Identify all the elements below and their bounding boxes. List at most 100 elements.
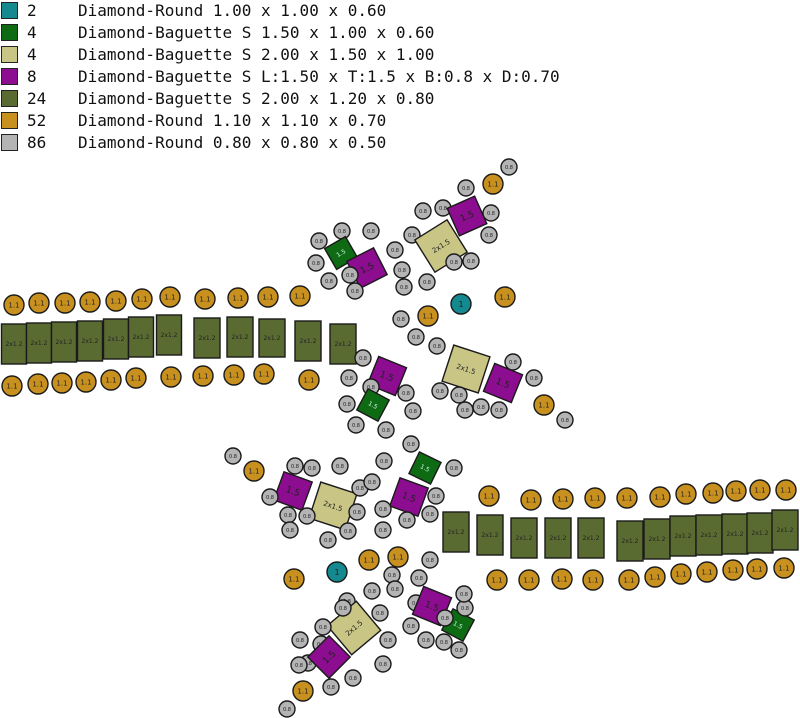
round-stone-0-8: 0.8: [354, 349, 372, 367]
round-stone-0-8: 0.8: [261, 488, 279, 506]
svg-text:1.1: 1.1: [707, 489, 718, 497]
round-stone-1-1: 1.1: [28, 292, 50, 314]
round-stone-1-1: 1.1: [482, 173, 504, 195]
svg-text:1.1: 1.1: [621, 494, 632, 502]
svg-text:0.8: 0.8: [325, 279, 333, 285]
legend-swatch: [1, 68, 18, 85]
round-stone-0-8: 0.8: [457, 179, 475, 197]
round-stone-0-8: 0.8: [421, 551, 439, 569]
round-stone-1-1: 1.1: [618, 569, 640, 591]
svg-text:0.8: 0.8: [388, 573, 396, 579]
svg-text:0.8: 0.8: [441, 616, 449, 622]
round-stone-0-8: 0.8: [362, 222, 380, 240]
round-stone-0-8: 0.8: [303, 459, 321, 477]
svg-text:2x1.2: 2x1.2: [6, 341, 23, 348]
svg-text:0.8: 0.8: [408, 233, 416, 239]
round-stone-1-1: 1.1: [486, 569, 508, 591]
baguette-2x1-2: 2x1.2: [226, 316, 254, 358]
svg-text:1.1: 1.1: [197, 372, 208, 380]
svg-text:0.8: 0.8: [467, 259, 475, 265]
legend-swatch: [1, 112, 18, 129]
svg-text:0.8: 0.8: [419, 209, 427, 215]
svg-text:1.1: 1.1: [59, 299, 70, 307]
baguette-2x1-2: 2x1.2: [577, 517, 605, 559]
svg-text:1.1: 1.1: [56, 379, 67, 387]
svg-text:2x1.2: 2x1.2: [56, 339, 73, 346]
round-stone-1-1: 1.1: [746, 558, 768, 580]
svg-text:1.1: 1.1: [33, 299, 44, 307]
svg-text:0.8: 0.8: [455, 393, 463, 399]
svg-text:0.8: 0.8: [415, 576, 423, 582]
svg-text:1.1: 1.1: [130, 374, 141, 382]
baguette-2x1-2: 2x1.2: [771, 509, 799, 551]
svg-text:2x1.2: 2x1.2: [264, 335, 281, 342]
baguette-2x1-2: 2x1.2: [616, 520, 644, 562]
baguette-2x1-2: 2x1.2: [0, 323, 28, 365]
legend-swatch: [1, 24, 18, 41]
round-stone-0-8: 0.8: [363, 473, 381, 491]
legend-row: 4 Diamond-Baguette S 2.00 x 1.50 x 1.00: [0, 45, 434, 67]
legend-description: Diamond-Baguette S L:1.50 x T:1.5 x B:0.…: [78, 67, 560, 86]
round-stone-1-1: 1.1: [533, 394, 555, 416]
svg-text:0.8: 0.8: [423, 280, 431, 286]
round-stone-0-8: 0.8: [525, 369, 543, 387]
svg-text:0.8: 0.8: [432, 494, 440, 500]
round-stone-0-8: 0.8: [436, 609, 454, 627]
svg-text:1.1: 1.1: [654, 493, 665, 501]
round-stone-0-8: 0.8: [402, 617, 420, 635]
svg-text:1.1: 1.1: [649, 573, 660, 581]
baguette-2x1-2: 2x1.2: [193, 317, 221, 359]
round-stone-1-1: 1.1: [775, 479, 797, 501]
round-stone-0-8: 0.8: [445, 253, 463, 271]
legend-row: 2 Diamond-Round 1.00 x 1.00 x 0.60: [0, 1, 386, 23]
svg-text:0.8: 0.8: [426, 512, 434, 518]
svg-text:1.1: 1.1: [228, 371, 239, 379]
svg-text:0.8: 0.8: [353, 510, 361, 516]
svg-text:1.1: 1.1: [258, 370, 269, 378]
round-stone-0-8: 0.8: [450, 641, 468, 659]
baguette-2x1-2: 2x1.2: [155, 314, 183, 356]
svg-text:0.8: 0.8: [495, 408, 503, 414]
round-stone-0-8: 0.8: [319, 531, 337, 549]
baguette-2x1-2: 2x1.2: [695, 514, 723, 556]
svg-text:2x1.2: 2x1.2: [161, 332, 178, 339]
svg-text:0.8: 0.8: [409, 409, 417, 415]
svg-text:2x1.2: 2x1.2: [82, 338, 99, 345]
legend-row: 4 Diamond-Baguette S 1.50 x 1.00 x 0.60: [0, 23, 434, 45]
round-stone-0-8: 0.8: [322, 678, 340, 696]
svg-text:0.8: 0.8: [296, 638, 304, 644]
svg-text:0.8: 0.8: [367, 229, 375, 235]
round-stone-1-1: 1.1: [257, 286, 279, 308]
svg-text:1.1: 1.1: [556, 575, 567, 583]
svg-text:0.8: 0.8: [376, 611, 384, 617]
svg-text:1.1: 1.1: [623, 576, 634, 584]
svg-text:0.8: 0.8: [439, 206, 447, 212]
svg-text:1.1: 1.1: [303, 376, 314, 384]
svg-text:0.8: 0.8: [338, 229, 346, 235]
svg-text:0.8: 0.8: [308, 466, 316, 472]
legend-count: 4: [27, 23, 37, 42]
round-stone-0-8: 0.8: [397, 384, 415, 402]
svg-text:0.8: 0.8: [455, 648, 463, 654]
round-stone-1-0: 1: [450, 293, 472, 315]
svg-text:0.8: 0.8: [398, 268, 406, 274]
round-stone-1-1: 1.1: [105, 290, 127, 312]
svg-text:0.8: 0.8: [380, 459, 388, 465]
baguette-2x1-2: 2x1.2: [258, 318, 286, 358]
round-stone-1-1: 1.1: [773, 557, 795, 579]
round-stone-0-8: 0.8: [386, 241, 404, 259]
round-stone-0-8: 0.8: [490, 401, 508, 419]
round-stone-1-1: 1.1: [27, 373, 49, 395]
svg-text:1.1: 1.1: [499, 293, 510, 301]
svg-text:1.1: 1.1: [8, 301, 19, 309]
legend-count: 24: [27, 89, 47, 108]
round-stone-1-1: 1.1: [696, 561, 718, 583]
round-stone-0-8: 0.8: [417, 631, 435, 649]
svg-text:0.8: 0.8: [422, 638, 430, 644]
svg-text:0.8: 0.8: [384, 638, 392, 644]
round-stone-0-8: 0.8: [480, 226, 498, 244]
svg-text:0.8: 0.8: [450, 260, 458, 266]
round-stone-1-1: 1.1: [702, 482, 724, 504]
baguette-2x1-5: 2x1.5: [308, 481, 358, 531]
